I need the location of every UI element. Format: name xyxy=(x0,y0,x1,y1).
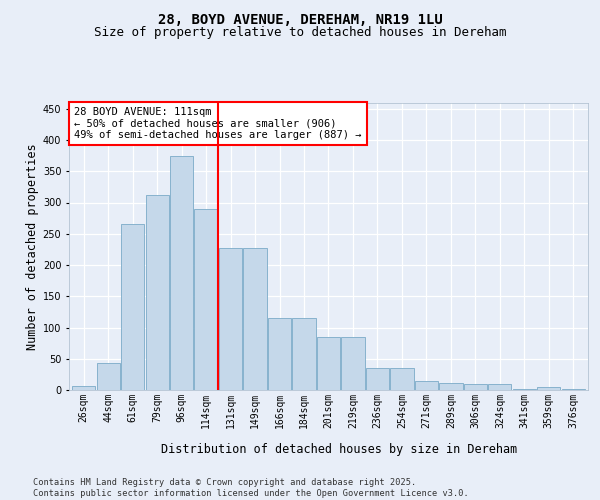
Bar xyxy=(121,224,144,390)
Bar xyxy=(268,318,291,390)
Text: Contains HM Land Registry data © Crown copyright and database right 2025.
Contai: Contains HM Land Registry data © Crown c… xyxy=(33,478,469,498)
Bar xyxy=(391,368,413,390)
Bar xyxy=(415,380,438,390)
Bar xyxy=(513,389,536,390)
Text: Size of property relative to detached houses in Dereham: Size of property relative to detached ho… xyxy=(94,26,506,39)
Bar xyxy=(439,382,463,390)
Bar xyxy=(562,389,585,390)
Bar xyxy=(366,368,389,390)
Bar xyxy=(292,318,316,390)
Text: 28 BOYD AVENUE: 111sqm
← 50% of detached houses are smaller (906)
49% of semi-de: 28 BOYD AVENUE: 111sqm ← 50% of detached… xyxy=(74,107,362,140)
Bar xyxy=(488,384,511,390)
Text: Distribution of detached houses by size in Dereham: Distribution of detached houses by size … xyxy=(161,442,517,456)
Text: 28, BOYD AVENUE, DEREHAM, NR19 1LU: 28, BOYD AVENUE, DEREHAM, NR19 1LU xyxy=(158,12,442,26)
Bar xyxy=(537,387,560,390)
Bar xyxy=(341,337,365,390)
Bar xyxy=(97,363,120,390)
Bar xyxy=(170,156,193,390)
Bar xyxy=(219,248,242,390)
Bar xyxy=(464,384,487,390)
Bar xyxy=(72,386,95,390)
Y-axis label: Number of detached properties: Number of detached properties xyxy=(26,143,38,350)
Bar xyxy=(317,337,340,390)
Bar xyxy=(146,195,169,390)
Bar xyxy=(244,248,266,390)
Bar xyxy=(194,209,218,390)
